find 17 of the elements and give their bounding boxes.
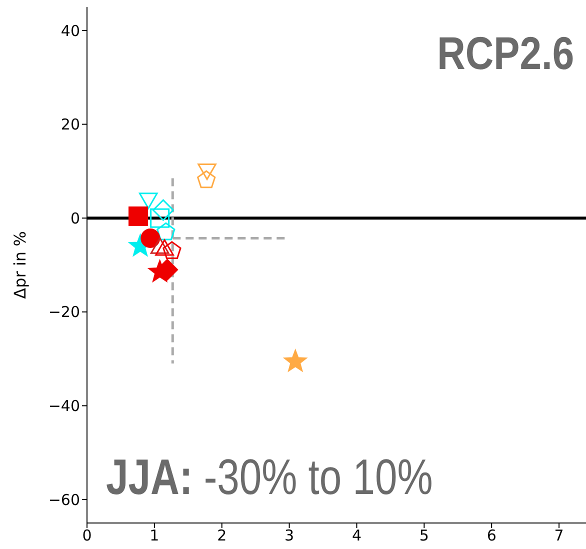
y-tick-label: −40	[48, 397, 80, 416]
x-tick-label: 5	[419, 526, 429, 545]
annotation: RCP2.6	[437, 26, 574, 80]
y-tick-label: −60	[48, 490, 80, 509]
y-tick-label: 0	[70, 209, 80, 228]
x-tick-label: 6	[486, 526, 496, 545]
x-tick-label: 1	[150, 526, 160, 545]
x-tick-label: 4	[352, 526, 362, 545]
x-tick-label: 7	[554, 526, 564, 545]
x-tick-label: 3	[284, 526, 294, 545]
y-tick-label: −20	[48, 303, 80, 322]
x-tick-label: 0	[82, 526, 92, 545]
y-axis-title: Δpr in %	[10, 231, 30, 299]
y-tick-label: 40	[60, 22, 80, 40]
x-tick-label: 2	[217, 526, 227, 545]
annotation: JJA: -30% to 10%	[106, 448, 433, 506]
y-tick-label: 20	[60, 116, 80, 134]
